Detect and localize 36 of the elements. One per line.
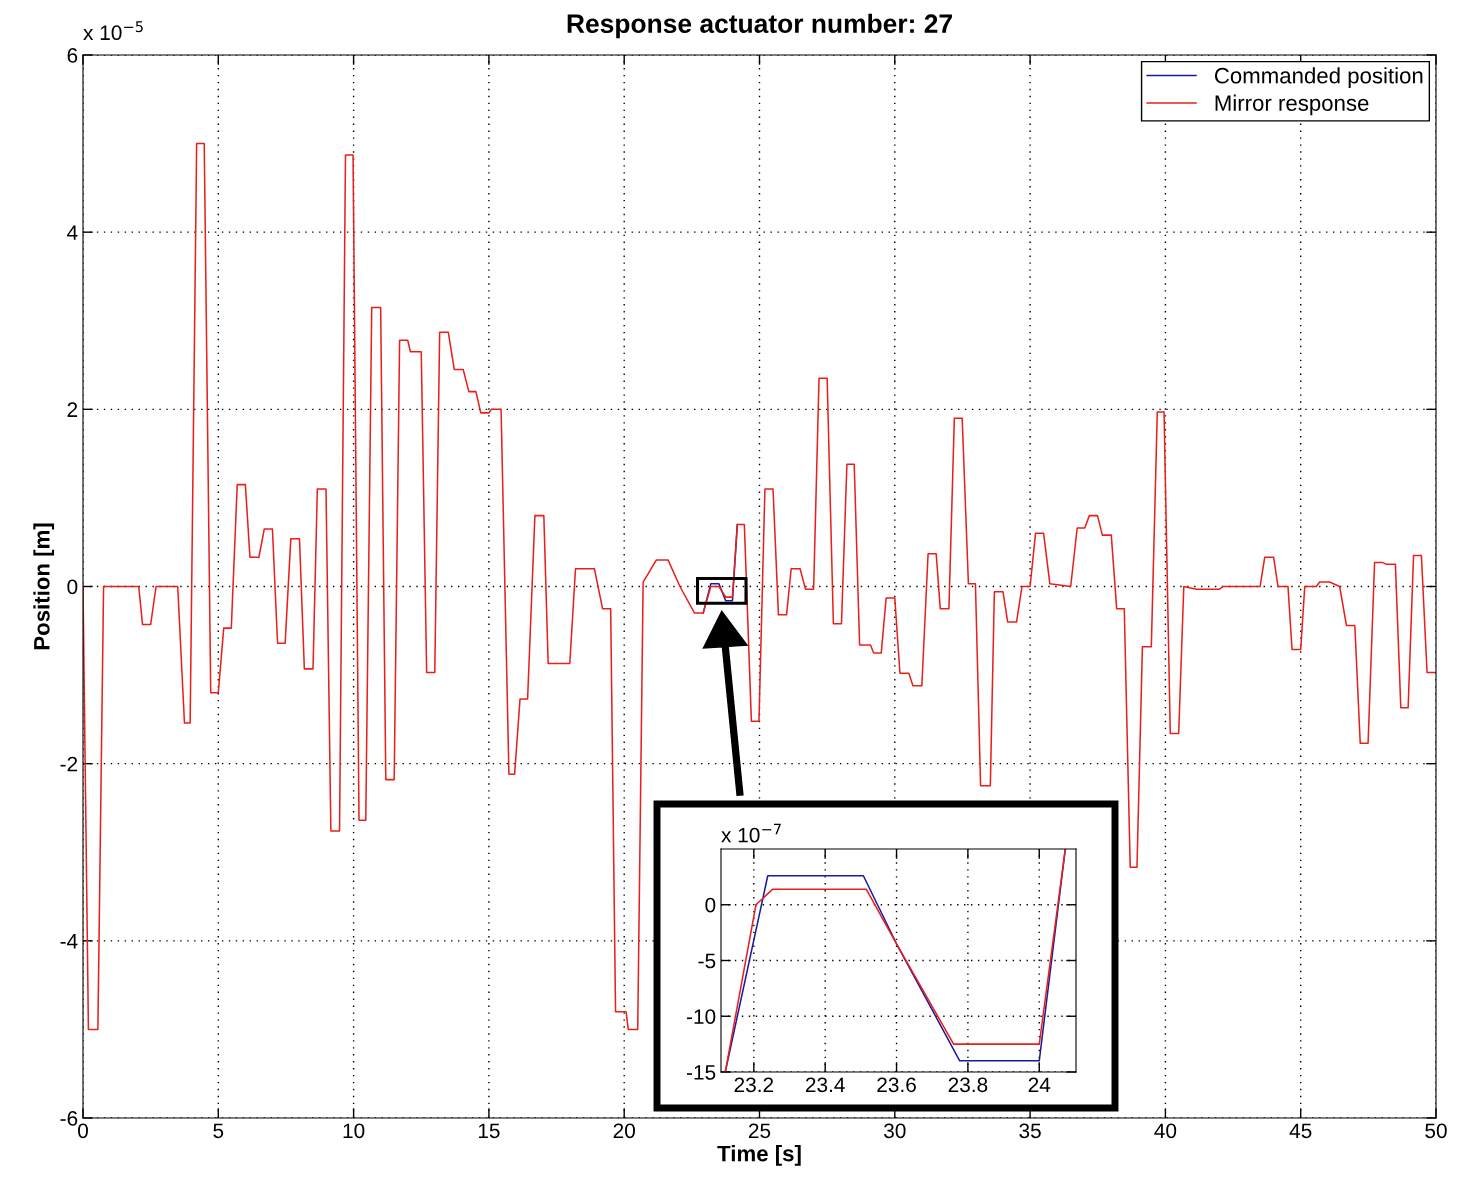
y-tick-label: 6: [67, 48, 78, 63]
x-tick-label: 23.8: [948, 1077, 988, 1093]
y-tick-label: -15: [686, 1065, 716, 1080]
x-tick-label: 15: [478, 1123, 500, 1139]
annotation: x 10$^{−7}$: [721, 823, 781, 843]
x-tick-label: 10: [343, 1123, 365, 1139]
x-tick-label: 0: [78, 1123, 88, 1139]
x-tick-label: 23.4: [805, 1077, 845, 1093]
y-tick-label: -2: [60, 756, 78, 772]
line-series: [83, 142, 1436, 1031]
x-tick-label: 23.6: [877, 1077, 916, 1093]
y-tick-label: -10: [686, 1009, 716, 1024]
x-tick-label: 5: [213, 1123, 224, 1139]
y-tick-label: -4: [60, 934, 78, 949]
line-series: [724, 849, 1067, 1072]
x-tick-label: 45: [1289, 1123, 1312, 1139]
x-tick-label: 20: [613, 1123, 635, 1139]
x-tick-label: 40: [1154, 1123, 1177, 1139]
x-tick-label: 23.2: [734, 1077, 774, 1093]
y-tick-label: 0: [705, 897, 716, 913]
x-tick-label: 24: [1028, 1077, 1051, 1092]
y-tick-label: 2: [67, 402, 78, 417]
y-axis-title: Position [m]: [33, 523, 55, 650]
legend-label: Mirror response: [1215, 94, 1369, 116]
y-tick-label: 0: [67, 579, 78, 595]
x-tick-label: 35: [1019, 1123, 1041, 1139]
x-axis-title: Time [s]: [717, 1145, 801, 1166]
text: x 10$^{−5}$: [83, 21, 143, 41]
chart-title: Response actuator number: 27: [567, 13, 952, 39]
y-tick-label: 4: [67, 225, 78, 240]
x-tick-label: 50: [1425, 1123, 1447, 1139]
x-tick-label: 30: [884, 1123, 906, 1139]
x-tick-label: 25: [748, 1123, 771, 1139]
y-tick-label: -6: [60, 1111, 78, 1126]
legend-label: Commanded position: [1214, 67, 1423, 88]
y-tick-label: -5: [698, 953, 716, 969]
